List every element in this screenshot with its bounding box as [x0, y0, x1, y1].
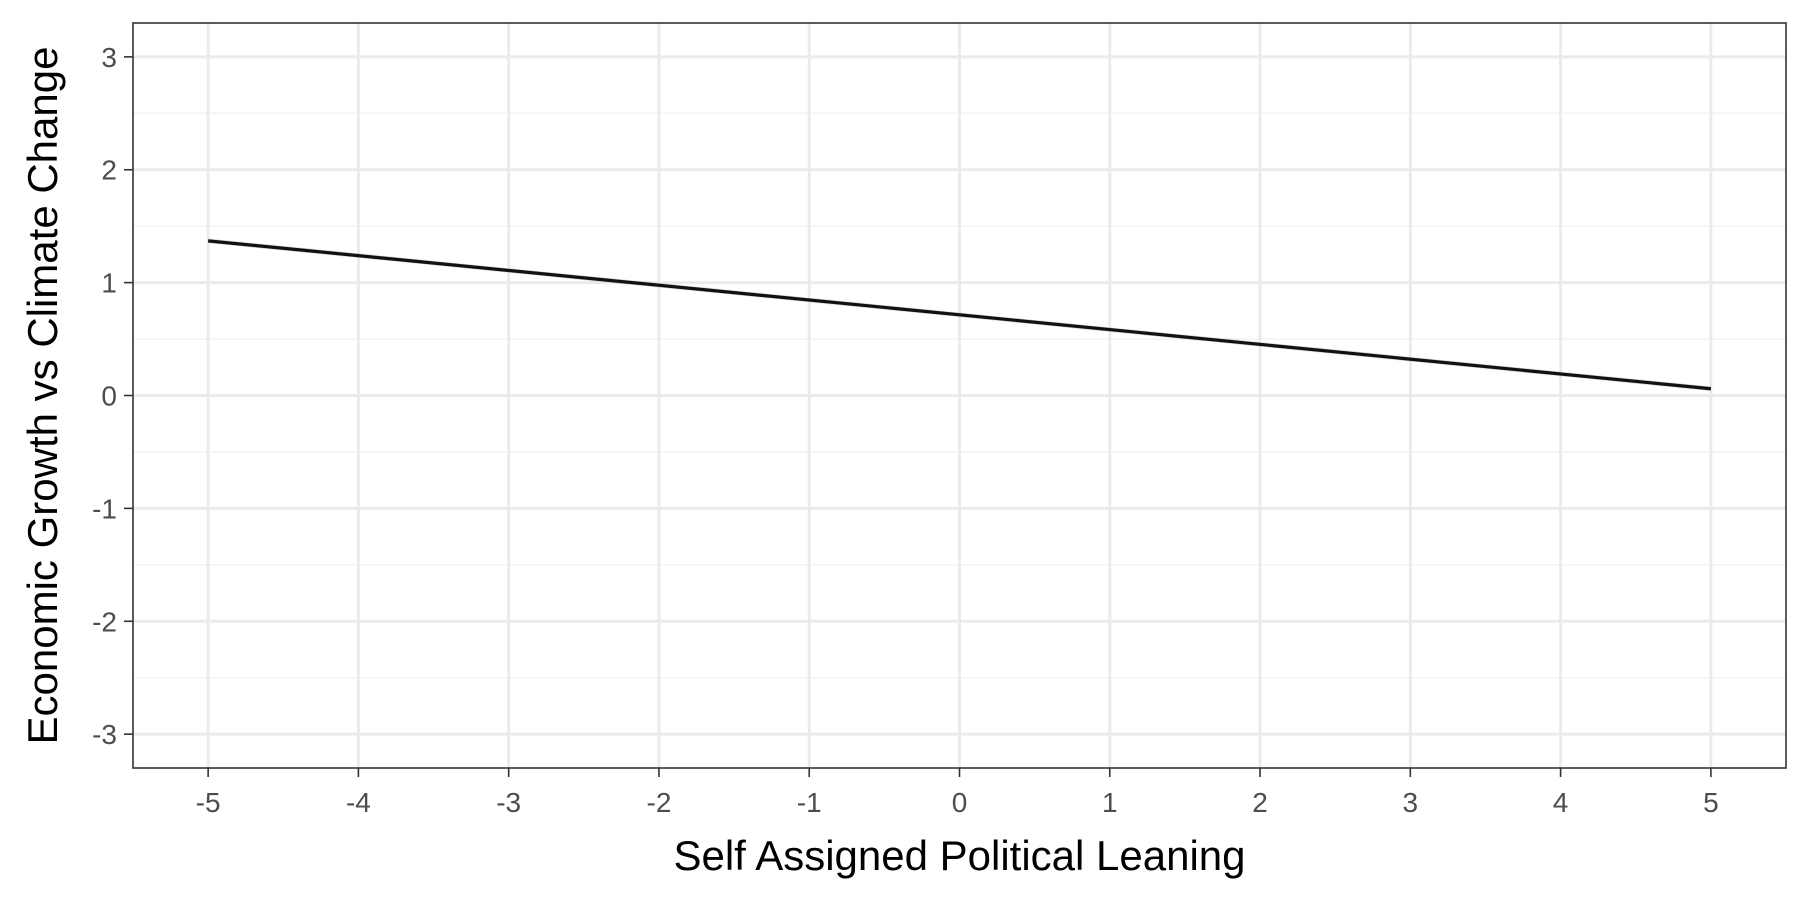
- x-tick-label-5: 0: [952, 787, 968, 818]
- x-tick-label-10: 5: [1703, 787, 1719, 818]
- y-tick-label-2: -1: [92, 493, 117, 524]
- series-lines: [207, 239, 1712, 391]
- x-tick-label-0: -5: [196, 787, 221, 818]
- x-tick-label-3: -2: [647, 787, 672, 818]
- y-tick-label-4: 1: [101, 268, 117, 299]
- y-tick-label-6: 3: [101, 42, 117, 73]
- x-tick-label-7: 2: [1252, 787, 1268, 818]
- y-axis-title: Economic Growth vs Climate Change: [19, 47, 66, 745]
- x-tick-label-2: -3: [496, 787, 521, 818]
- x-axis-title: Self Assigned Political Leaning: [673, 832, 1245, 879]
- y-tick-label-0: -3: [92, 719, 117, 750]
- y-tick-label-1: -2: [92, 606, 117, 637]
- y-tick-label-3: 0: [101, 381, 117, 412]
- x-tick-label-8: 3: [1403, 787, 1419, 818]
- major-gridlines: [133, 23, 1786, 768]
- x-tick-label-1: -4: [346, 787, 371, 818]
- x-tick-label-6: 1: [1102, 787, 1118, 818]
- y-tick-label-5: 2: [101, 155, 117, 186]
- x-axis-ticks: -5 -4 -3 -2 -1 0 1 2 3 4 5: [196, 768, 1719, 818]
- x-tick-label-9: 4: [1553, 787, 1569, 818]
- series-line-0: [207, 239, 1712, 391]
- x-tick-label-4: -1: [797, 787, 822, 818]
- y-axis-ticks: -3 -2 -1 0 1 2 3: [92, 42, 133, 750]
